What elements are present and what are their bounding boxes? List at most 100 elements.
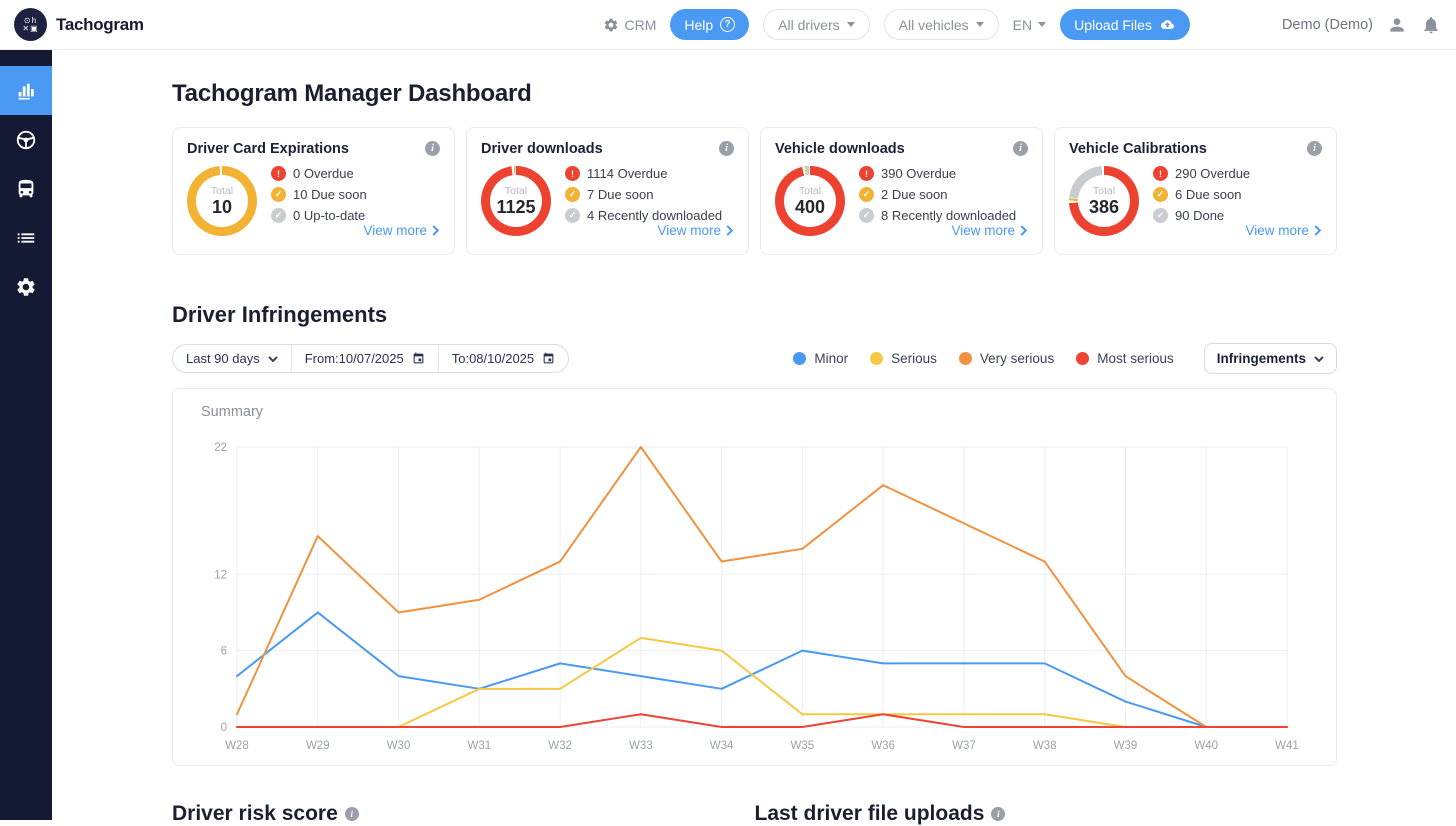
language-dropdown[interactable]: EN — [1013, 17, 1047, 33]
donut-total-value: 1125 — [496, 197, 536, 217]
svg-text:W35: W35 — [791, 740, 815, 752]
svg-text:W38: W38 — [1033, 740, 1057, 752]
view-more-link[interactable]: View more — [951, 223, 1028, 238]
alert-circle-icon: ! — [271, 166, 286, 181]
status-text: 0 Up-to-date — [293, 208, 366, 223]
steering-wheel-icon — [16, 130, 36, 149]
all-drivers-dropdown[interactable]: All drivers — [763, 9, 870, 40]
card-title: Driver downloads — [481, 141, 603, 157]
svg-text:W32: W32 — [548, 740, 572, 752]
legend-item[interactable]: Serious — [870, 351, 937, 366]
crm-link[interactable]: CRM — [603, 17, 656, 33]
donut-chart: Total 1125 — [481, 166, 551, 236]
check-circle-icon: ✓ — [859, 187, 874, 202]
card-status-row: ✓ 2 Due soon — [859, 187, 1028, 202]
card-status-row: ✓ 8 Recently downloaded — [859, 208, 1028, 223]
tachogram-logo-icon: ⊙h ✕▣ — [14, 8, 47, 41]
sidebar-item-settings[interactable] — [0, 262, 52, 311]
legend-dot-icon — [870, 352, 884, 365]
cloud-upload-icon — [1160, 20, 1174, 29]
infringements-title: Driver Infringements — [172, 302, 388, 327]
status-text: 10 Due soon — [293, 187, 367, 202]
svg-text:W37: W37 — [952, 740, 976, 752]
bus-icon — [18, 179, 34, 197]
status-text: 390 Overdue — [881, 166, 957, 181]
card-status-row: ! 290 Overdue — [1153, 166, 1322, 181]
info-icon[interactable]: i — [1307, 141, 1322, 156]
svg-text:W40: W40 — [1194, 740, 1218, 752]
info-icon[interactable]: i — [719, 141, 734, 156]
chevron-down-icon — [1314, 355, 1324, 362]
view-more-link[interactable]: View more — [657, 223, 734, 238]
summary-cards-row: Driver Card Expirations i Total 10 ! 0 Ov… — [172, 127, 1337, 255]
legend-dot-icon — [958, 352, 972, 365]
legend-label: Very serious — [979, 351, 1055, 366]
range-select[interactable]: Last 90 days — [173, 345, 291, 372]
info-icon[interactable]: i — [344, 807, 359, 821]
info-icon[interactable]: i — [991, 807, 1006, 821]
caret-down-icon — [846, 22, 855, 27]
alert-circle-icon: ! — [1153, 166, 1168, 181]
donut-chart: Total 400 — [775, 166, 845, 236]
svg-text:6: 6 — [221, 646, 227, 658]
svg-text:W34: W34 — [710, 740, 734, 752]
all-vehicles-dropdown[interactable]: All vehicles — [883, 9, 999, 40]
legend-item[interactable]: Most serious — [1076, 351, 1174, 366]
date-from-input[interactable]: From:10/07/2025 — [290, 345, 438, 372]
legend-item[interactable]: Very serious — [958, 351, 1055, 366]
help-button[interactable]: Help ? — [670, 9, 750, 40]
legend-label: Most serious — [1097, 351, 1174, 366]
bell-icon[interactable] — [1421, 15, 1441, 35]
date-to-input[interactable]: To:08/10/2025 — [437, 345, 568, 372]
infringements-filter-row: Last 90 days From:10/07/2025 To:08/10/20… — [172, 343, 1337, 374]
main-content: Tachogram Manager Dashboard Driver Card … — [52, 50, 1456, 825]
status-text: 7 Due soon — [587, 187, 654, 202]
check-circle-icon: ✓ — [271, 208, 286, 223]
brand-logo[interactable]: ⊙h ✕▣ Tachogram — [14, 8, 144, 41]
summary-card: Driver Card Expirations i Total 10 ! 0 Ov… — [172, 127, 455, 255]
svg-text:0: 0 — [221, 722, 227, 734]
sidebar-item-reports[interactable] — [0, 213, 52, 262]
bar-chart-icon — [18, 83, 34, 100]
card-title: Vehicle Calibrations — [1069, 141, 1207, 157]
donut-total-label: Total — [504, 185, 528, 197]
legend-dot-icon — [1076, 352, 1090, 365]
donut-chart: Total 10 — [187, 166, 257, 236]
info-icon[interactable]: i — [1013, 141, 1028, 156]
legend-label: Serious — [891, 351, 937, 366]
sidebar-item-dashboard[interactable] — [0, 66, 52, 115]
check-circle-icon: ✓ — [859, 208, 874, 223]
svg-text:W31: W31 — [467, 740, 491, 752]
view-more-link[interactable]: View more — [1245, 223, 1322, 238]
chart-summary-label: Summary — [201, 404, 264, 420]
chevron-right-icon — [432, 225, 440, 236]
status-text: 1114 Overdue — [587, 166, 668, 181]
check-circle-icon: ✓ — [565, 208, 580, 223]
check-circle-icon: ✓ — [1153, 187, 1168, 202]
status-text: 6 Due soon — [1175, 187, 1242, 202]
list-icon — [17, 232, 35, 243]
upload-files-button[interactable]: Upload Files — [1060, 9, 1190, 40]
donut-chart: Total 386 — [1069, 166, 1139, 236]
info-icon[interactable]: i — [425, 141, 440, 156]
summary-card: Vehicle downloads i Total 400 ! 390 Overd… — [760, 127, 1043, 255]
sidebar-item-vehicles[interactable] — [0, 164, 52, 213]
chevron-down-icon — [268, 355, 278, 362]
user-icon[interactable] — [1387, 15, 1407, 35]
chart-legend: Minor Serious Very serious Most serious Inf… — [793, 343, 1337, 374]
view-more-link[interactable]: View more — [363, 223, 440, 238]
status-text: 4 Recently downloaded — [587, 208, 723, 223]
calendar-icon — [543, 352, 554, 364]
legend-item[interactable]: Minor — [793, 351, 848, 366]
summary-card: Driver downloads i Total 1125 ! 1114 Over… — [466, 127, 749, 255]
status-text: 90 Done — [1175, 208, 1225, 223]
sidebar-item-drivers[interactable] — [0, 115, 52, 164]
question-mark-icon: ? — [720, 17, 736, 32]
check-circle-icon: ✓ — [271, 187, 286, 202]
svg-text:W36: W36 — [871, 740, 895, 752]
card-title: Vehicle downloads — [775, 141, 905, 157]
infringements-type-dropdown[interactable]: Infringements — [1203, 343, 1337, 374]
chevron-right-icon — [726, 225, 734, 236]
card-status-row: ! 390 Overdue — [859, 166, 1028, 181]
check-circle-icon: ✓ — [565, 187, 580, 202]
